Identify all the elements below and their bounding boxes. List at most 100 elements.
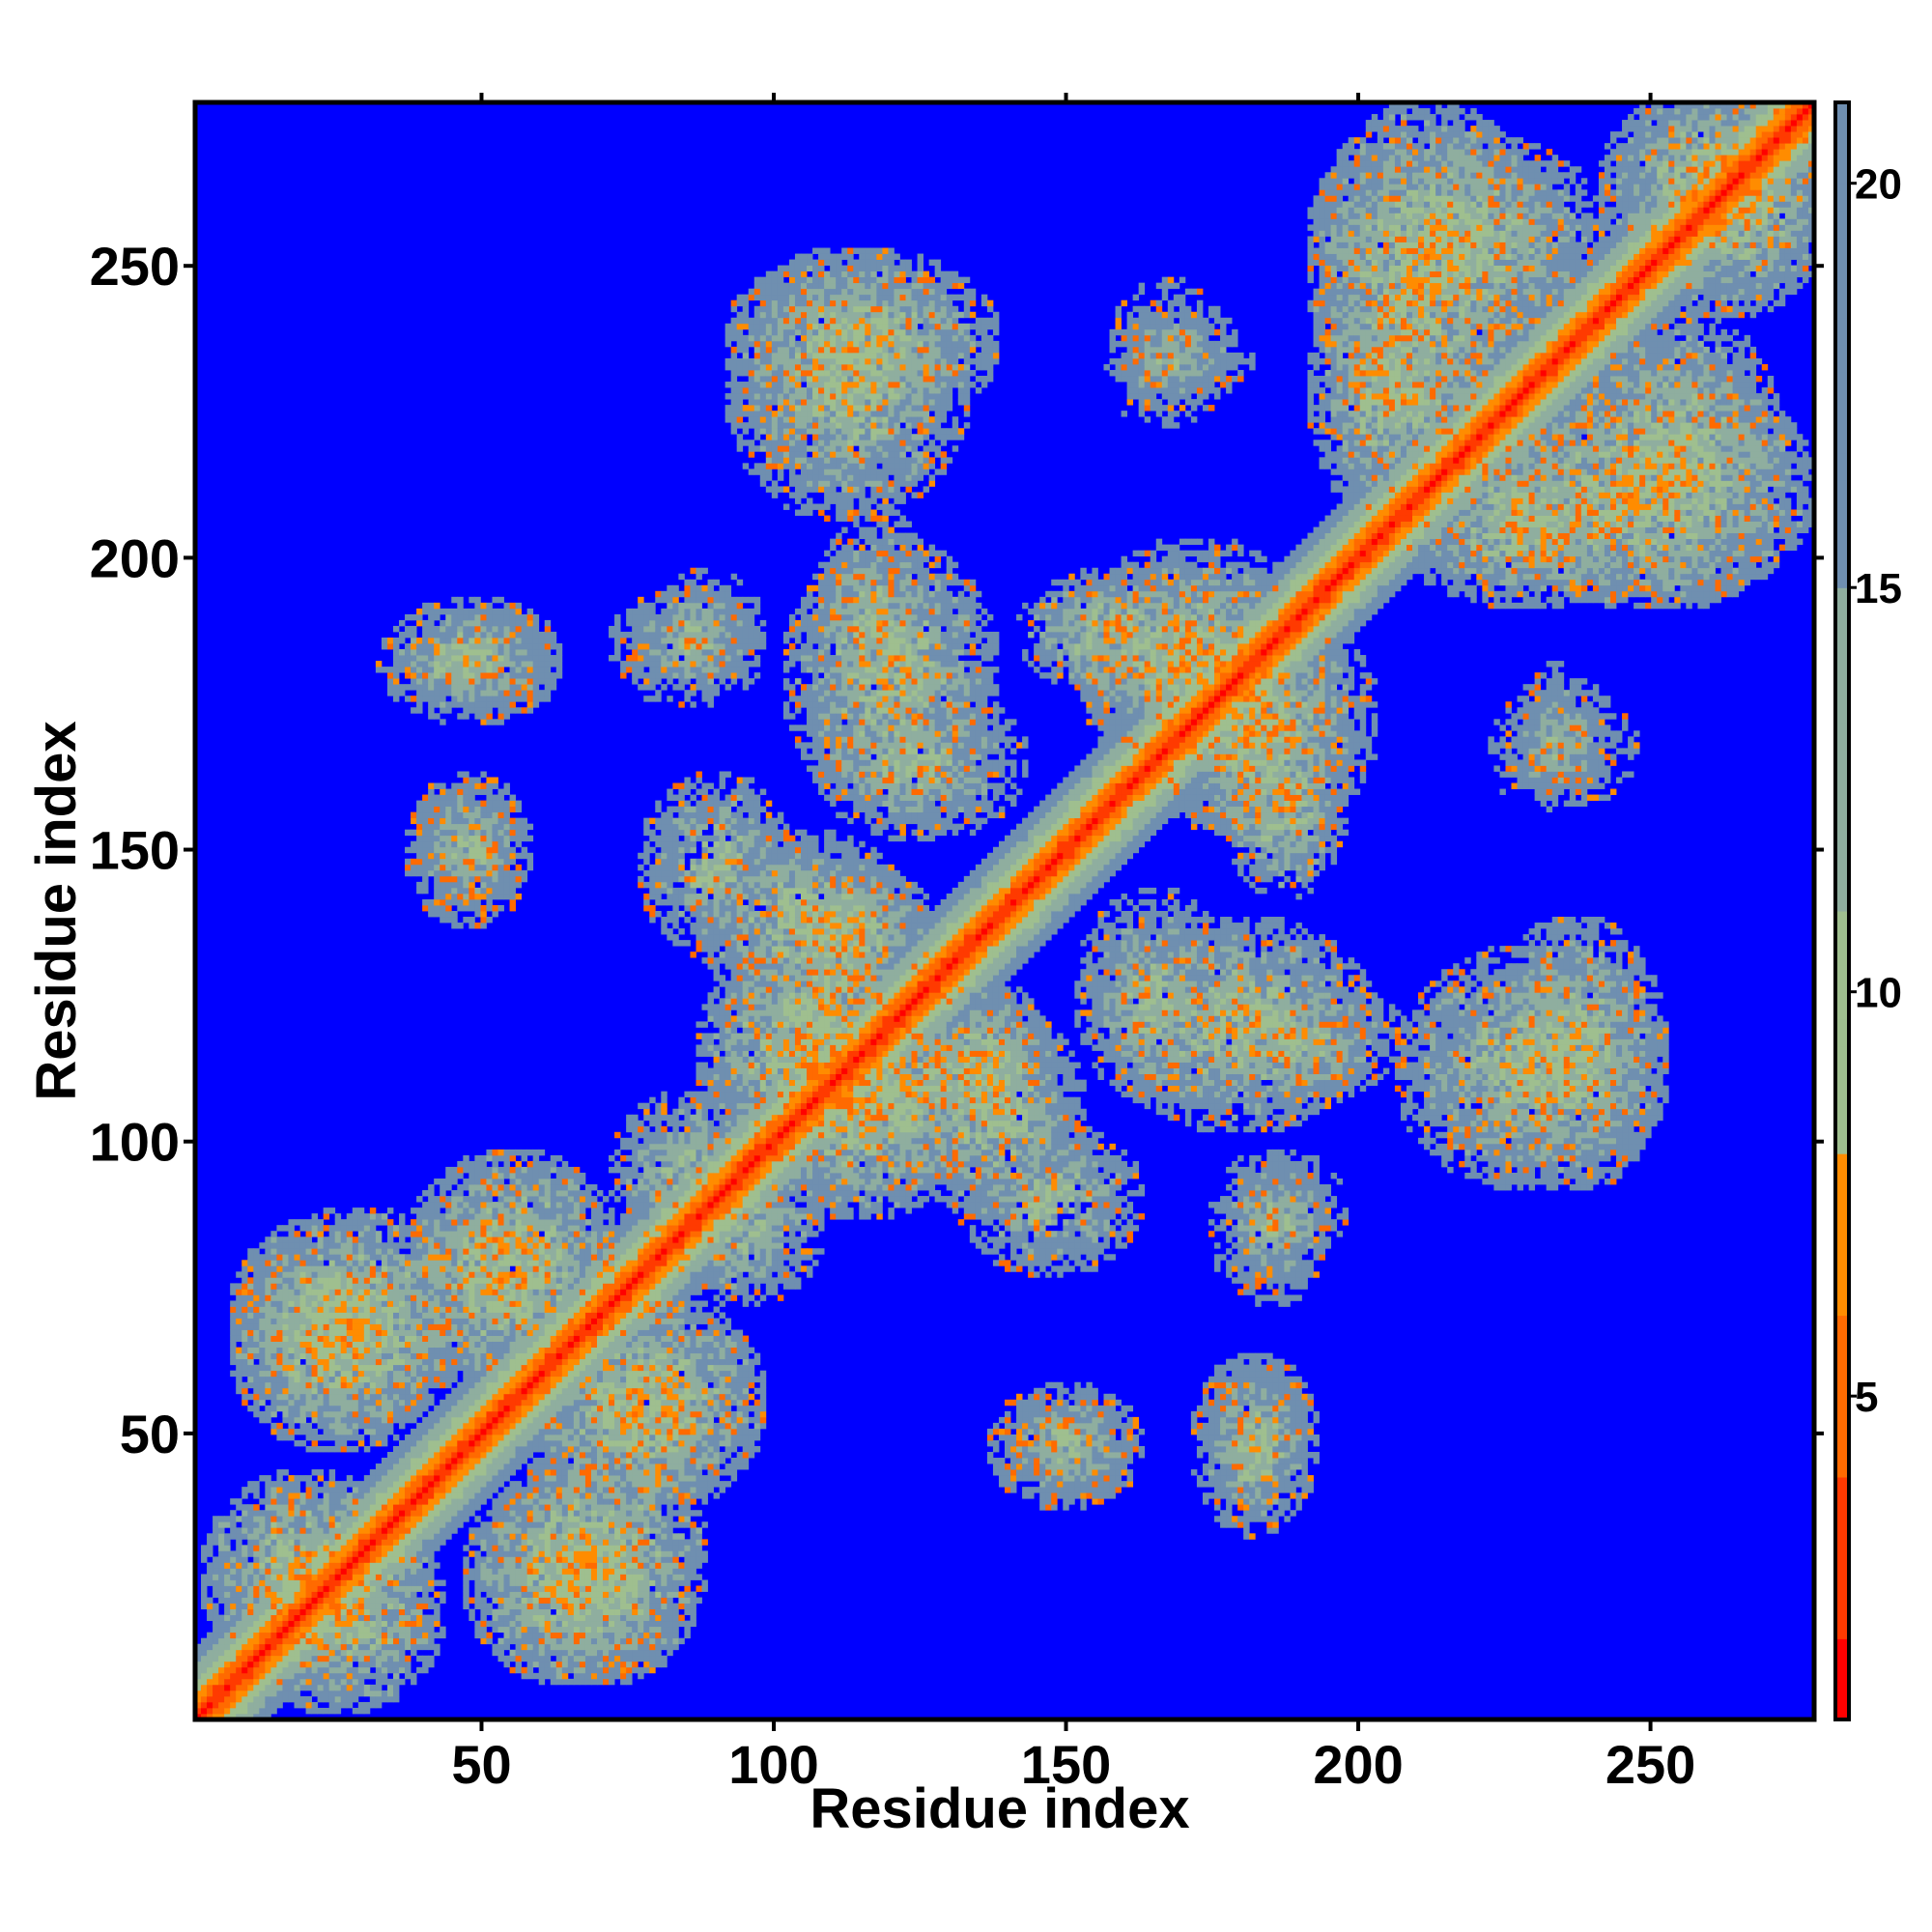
heatmap-cell [265, 1300, 271, 1307]
heatmap-cell [334, 1603, 342, 1609]
heatmap-cell [469, 1452, 475, 1459]
heatmap-cell [469, 684, 475, 691]
heatmap-cell [422, 1265, 429, 1272]
heatmap-cell [428, 1626, 435, 1634]
heatmap-cell [363, 1318, 371, 1324]
heatmap-cell [236, 1556, 242, 1563]
heatmap-cell [369, 1248, 377, 1255]
heatmap-cell [270, 1498, 277, 1505]
heatmap-cell [463, 1469, 469, 1476]
heatmap-cell [381, 1620, 388, 1628]
heatmap-cell [486, 1248, 493, 1255]
heatmap-cell [386, 1521, 394, 1528]
heatmap-cell [328, 1312, 336, 1319]
heatmap-cell [474, 829, 481, 837]
heatmap-cell [463, 707, 469, 714]
heatmap-cell [288, 1376, 295, 1383]
heatmap-cell [474, 788, 481, 795]
heatmap-cell [340, 1684, 348, 1691]
heatmap-cell [259, 1381, 266, 1389]
heatmap-cell [282, 1690, 289, 1697]
heatmap-cell [340, 1352, 348, 1360]
heatmap-cell [469, 1341, 475, 1349]
heatmap-cell [294, 1306, 300, 1313]
heatmap-cell [428, 911, 435, 918]
heatmap-cell [242, 1632, 248, 1639]
heatmap-cell [422, 904, 429, 912]
heatmap-cell [259, 1643, 266, 1651]
heatmap-cell [480, 1428, 487, 1435]
heatmap-cell [463, 1196, 469, 1203]
heatmap-cell [236, 1545, 242, 1551]
heatmap-cell [399, 684, 406, 691]
heatmap-cell [440, 684, 446, 691]
heatmap-cell [242, 1562, 248, 1569]
heatmap-cell [294, 1510, 300, 1517]
heatmap-cell [317, 1399, 325, 1406]
heatmap-cell [515, 1521, 523, 1528]
heatmap-cell [311, 1661, 319, 1668]
heatmap-cell [474, 1556, 481, 1563]
heatmap-cell [497, 1387, 504, 1395]
heatmap-cell [515, 1260, 523, 1266]
heatmap-cell [317, 1352, 325, 1360]
heatmap-cell [457, 1381, 464, 1389]
heatmap-cell [386, 1678, 394, 1686]
heatmap-cell [357, 1487, 365, 1493]
heatmap-cell [422, 690, 429, 696]
heatmap-cell [474, 1166, 481, 1174]
heatmap-cell [363, 1579, 371, 1586]
heatmap-cell [486, 1149, 493, 1156]
heatmap-cell [497, 1463, 504, 1470]
heatmap-cell [440, 829, 446, 837]
heatmap-cell [328, 1637, 336, 1645]
heatmap-cell [346, 1428, 354, 1435]
heatmap-cell [270, 1690, 277, 1697]
heatmap-cell [532, 1347, 540, 1354]
heatmap-cell [328, 1562, 336, 1569]
heatmap-cell [201, 1574, 208, 1580]
heatmap-cell [392, 1347, 400, 1354]
heatmap-cell [486, 875, 493, 883]
heatmap-cell [294, 1405, 300, 1412]
heatmap-cell [486, 1300, 493, 1307]
heatmap-cell [422, 1335, 429, 1342]
heatmap-cell [515, 1649, 523, 1657]
heatmap-cell [463, 1265, 469, 1272]
heatmap-cell [486, 619, 493, 627]
heatmap-cell [299, 1510, 306, 1517]
heatmap-cell [276, 1294, 283, 1301]
heatmap-cell [213, 1591, 219, 1598]
heatmap-cell [346, 1579, 354, 1586]
heatmap-cell [445, 1422, 452, 1430]
heatmap-cell [230, 1695, 237, 1703]
heatmap-cell [253, 1521, 260, 1528]
heatmap-cell [411, 1475, 417, 1482]
heatmap-cell [445, 643, 452, 650]
heatmap-cell [305, 1445, 312, 1453]
heatmap-cell [526, 823, 534, 831]
heatmap-cell [399, 1603, 406, 1609]
heatmap-cell [474, 1562, 481, 1569]
heatmap-cell [381, 1358, 388, 1366]
heatmap-cell [381, 1294, 388, 1301]
heatmap-cell [363, 1672, 371, 1680]
heatmap-cell [497, 858, 504, 866]
heatmap-cell [532, 1329, 540, 1336]
heatmap-cell [405, 1399, 412, 1406]
heatmap-cell [463, 1358, 469, 1366]
heatmap-cell [480, 869, 487, 877]
heatmap-cell [509, 1649, 516, 1657]
heatmap-cell [276, 1393, 283, 1401]
heatmap-cell [317, 1579, 325, 1586]
heatmap-cell [334, 1312, 342, 1319]
heatmap-cell [346, 1516, 354, 1522]
heatmap-cell [363, 1405, 371, 1412]
heatmap-cell [247, 1260, 254, 1266]
heatmap-cell [242, 1504, 248, 1511]
heatmap-cell [405, 1370, 412, 1378]
heatmap-cell [503, 1533, 510, 1540]
heatmap-cell [416, 858, 423, 866]
heatmap-cell [392, 1550, 400, 1557]
heatmap-cell [503, 1381, 510, 1389]
